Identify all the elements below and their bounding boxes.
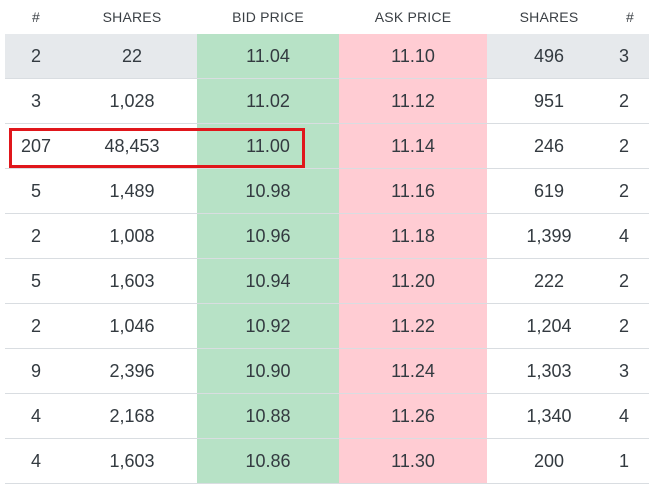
bid-count: 2 — [30, 315, 41, 336]
ask-count: 2 — [619, 90, 630, 111]
ask-shares: 619 — [533, 180, 565, 201]
bid-price: 11.02 — [197, 79, 339, 123]
order-book-row[interactable]: 207 48,453 11.00 11.14 246 2 — [5, 124, 649, 169]
bid-count: 9 — [30, 360, 41, 381]
ask-count: 3 — [619, 360, 630, 381]
ask-shares: 1,340 — [526, 405, 572, 426]
ask-shares: 222 — [533, 270, 565, 291]
bid-count: 2 — [30, 45, 41, 66]
ask-price-header: ASK PRICE — [374, 9, 452, 25]
bid-shares: 2,396 — [109, 360, 155, 381]
bid-price: 10.94 — [197, 259, 339, 303]
bid-shares: 1,603 — [109, 450, 155, 471]
bid-shares: 48,453 — [104, 135, 160, 156]
ask-shares: 1,303 — [526, 360, 572, 381]
bid-price: 10.88 — [197, 394, 339, 438]
ask-count: 1 — [619, 450, 630, 471]
ask-shares: 1,204 — [526, 315, 572, 336]
ask-shares: 1,399 — [526, 225, 572, 246]
bid-shares: 1,603 — [109, 270, 155, 291]
bid-price: 11.00 — [197, 124, 339, 168]
order-book-row[interactable]: 3 1,028 11.02 11.12 951 2 — [5, 79, 649, 124]
ask-price: 11.30 — [339, 439, 487, 483]
bid-price: 10.90 — [197, 349, 339, 393]
order-book-row[interactable]: 4 1,603 10.86 11.30 200 1 — [5, 439, 649, 484]
ask-shares: 496 — [533, 45, 565, 66]
bid-price: 10.86 — [197, 439, 339, 483]
bid-price-header: BID PRICE — [232, 9, 304, 25]
ask-price: 11.24 — [339, 349, 487, 393]
ask-price: 11.16 — [339, 169, 487, 213]
bid-count: 4 — [30, 405, 41, 426]
ask-price: 11.18 — [339, 214, 487, 258]
ask-count: 2 — [619, 315, 630, 336]
bid-shares: 1,028 — [109, 90, 155, 111]
ask-price: 11.14 — [339, 124, 487, 168]
order-book-row[interactable]: 4 2,168 10.88 11.26 1,340 4 — [5, 394, 649, 439]
bid-shares: 22 — [121, 45, 143, 66]
ask-count: 3 — [619, 45, 630, 66]
order-book-header: # SHARES BID PRICE ASK PRICE SHARES # — [5, 0, 649, 34]
bid-count-header: # — [32, 9, 40, 25]
bid-count: 4 — [30, 450, 41, 471]
ask-price: 11.12 — [339, 79, 487, 123]
ask-shares: 951 — [533, 90, 565, 111]
bid-shares: 1,489 — [109, 180, 155, 201]
ask-price: 11.10 — [339, 34, 487, 78]
bid-shares: 2,168 — [109, 405, 155, 426]
order-book-row[interactable]: 5 1,489 10.98 11.16 619 2 — [5, 169, 649, 214]
ask-price: 11.26 — [339, 394, 487, 438]
ask-price: 11.20 — [339, 259, 487, 303]
ask-count: 4 — [619, 225, 630, 246]
ask-shares: 200 — [533, 450, 565, 471]
ask-count-header: # — [626, 9, 634, 25]
bid-count: 5 — [30, 180, 41, 201]
order-book-row[interactable]: 2 1,008 10.96 11.18 1,399 4 — [5, 214, 649, 259]
ask-count: 2 — [619, 270, 630, 291]
order-book-row[interactable]: 9 2,396 10.90 11.24 1,303 3 — [5, 349, 649, 394]
order-book-row[interactable]: 5 1,603 10.94 11.20 222 2 — [5, 259, 649, 304]
bid-count: 5 — [30, 270, 41, 291]
order-book: # SHARES BID PRICE ASK PRICE SHARES # 2 … — [5, 0, 649, 484]
ask-shares: 246 — [533, 135, 565, 156]
bid-count: 2 — [30, 225, 41, 246]
bid-shares-header: SHARES — [102, 9, 162, 25]
bid-price: 11.04 — [197, 34, 339, 78]
bid-price: 10.92 — [197, 304, 339, 348]
order-book-row[interactable]: 2 22 11.04 11.10 496 3 — [5, 34, 649, 79]
bid-shares: 1,046 — [109, 315, 155, 336]
bid-count: 207 — [20, 135, 52, 156]
bid-shares: 1,008 — [109, 225, 155, 246]
bid-price: 10.98 — [197, 169, 339, 213]
ask-shares-header: SHARES — [519, 9, 579, 25]
bid-count: 3 — [30, 90, 41, 111]
ask-count: 2 — [619, 135, 630, 156]
ask-count: 4 — [619, 405, 630, 426]
ask-count: 2 — [619, 180, 630, 201]
order-book-row[interactable]: 2 1,046 10.92 11.22 1,204 2 — [5, 304, 649, 349]
ask-price: 11.22 — [339, 304, 487, 348]
bid-price: 10.96 — [197, 214, 339, 258]
